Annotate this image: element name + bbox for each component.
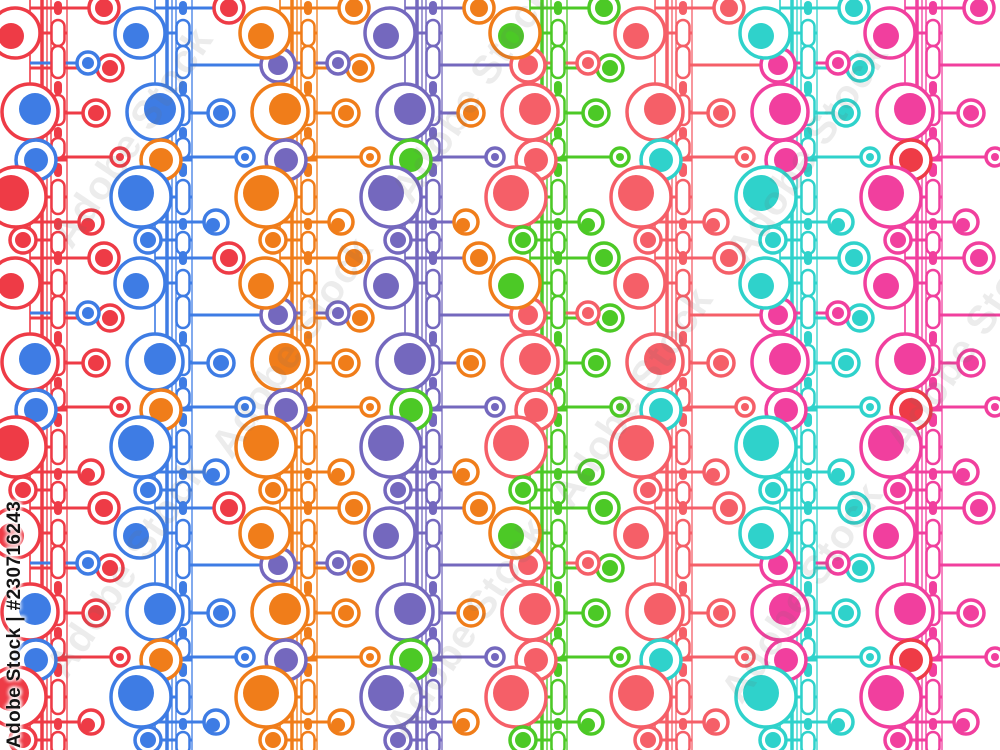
watermark-stock-id: Adobe Stock | #230716243 bbox=[4, 500, 25, 748]
